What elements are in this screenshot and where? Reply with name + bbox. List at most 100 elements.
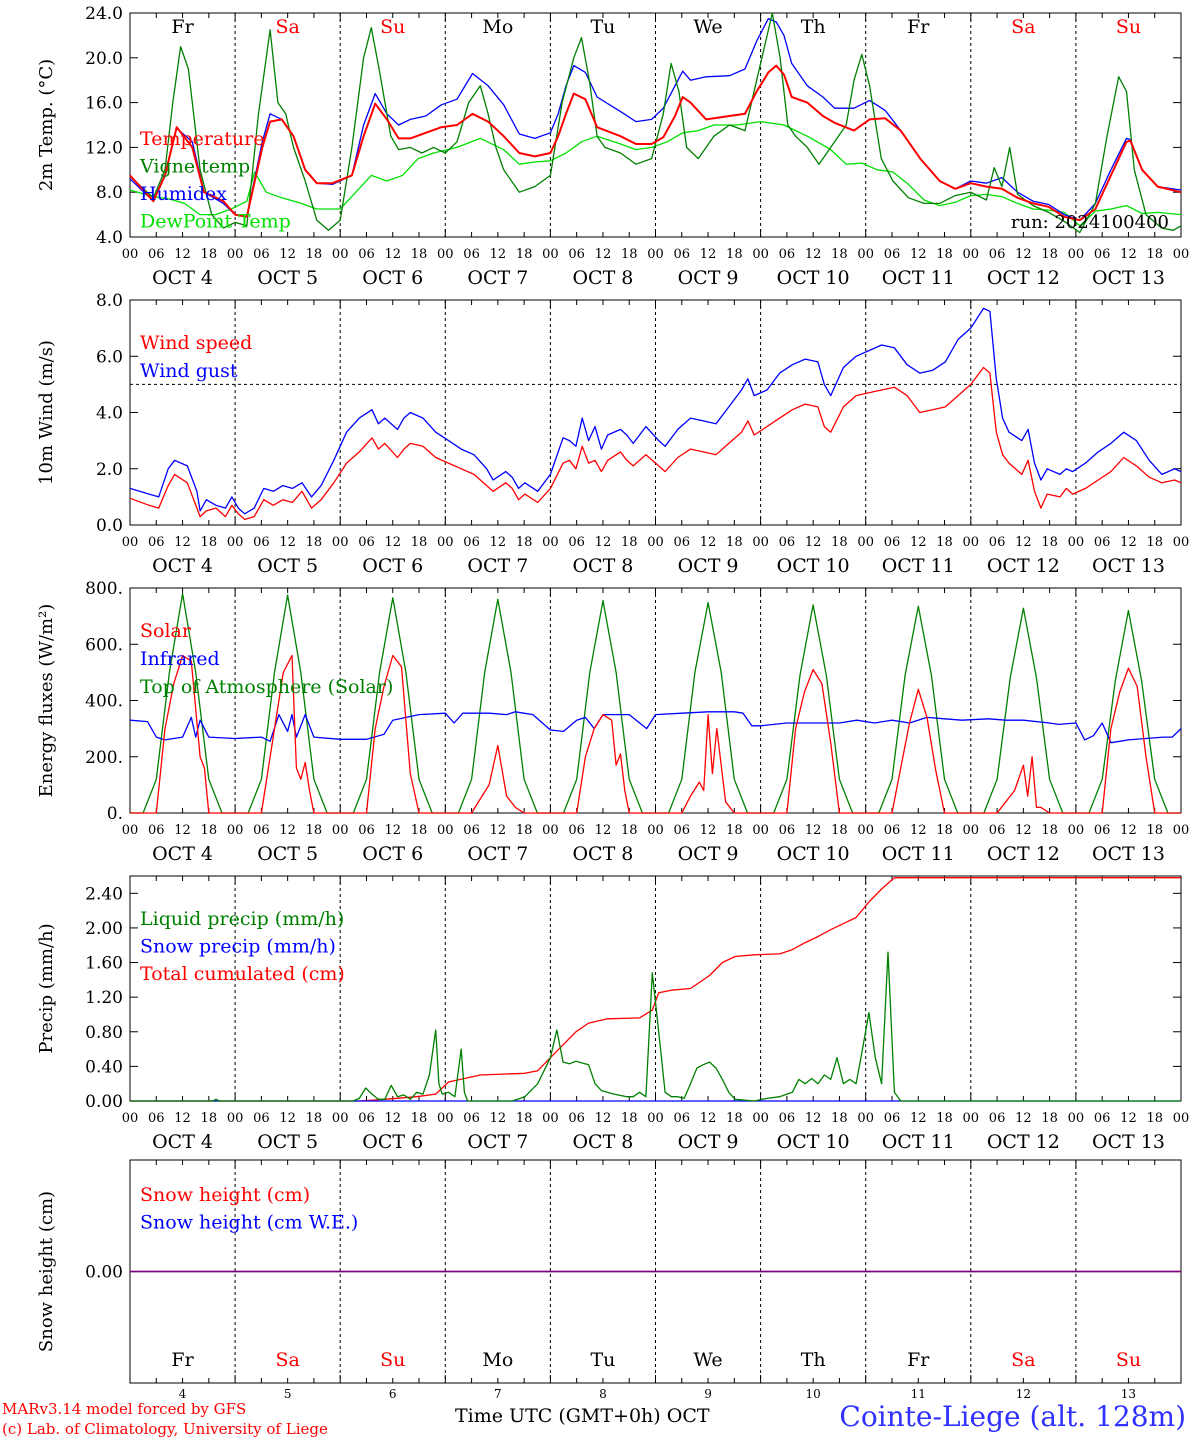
hour-tick-label: 06 <box>358 1111 375 1126</box>
hour-tick-label: 12 <box>805 247 822 262</box>
legend-entry: Wind gust <box>140 360 238 382</box>
hour-tick-label: 00 <box>542 247 559 262</box>
hour-tick-label: 00 <box>1173 1111 1190 1126</box>
hour-tick-label: 06 <box>884 823 901 838</box>
hour-tick-label: 12 <box>1015 247 1032 262</box>
hour-tick-label: 00 <box>963 823 980 838</box>
hour-tick-label: 06 <box>358 535 375 550</box>
hour-tick-label: 12 <box>700 1111 717 1126</box>
hour-tick-label: 12 <box>1120 247 1137 262</box>
legend-entry: Vigne temp <box>139 156 250 178</box>
hour-tick-label: 00 <box>437 1111 454 1126</box>
y-tick-label: 1.60 <box>85 954 123 974</box>
y-tick-label: 4.0 <box>96 228 123 248</box>
hour-tick-label: 12 <box>910 1111 927 1126</box>
hour-tick-label: 06 <box>358 247 375 262</box>
panel-snow: 0.00 Snow height (cm) Snow height (cm) Snow… <box>36 1159 1182 1401</box>
legend-entry: Snow precip (mm/h) <box>140 936 336 958</box>
hour-tick-label: 12 <box>595 535 612 550</box>
date-label: OCT 4 <box>152 267 213 289</box>
hour-tick-label: 06 <box>568 823 585 838</box>
hour-tick-label: 18 <box>516 247 533 262</box>
hour-tick-label: 00 <box>542 535 559 550</box>
legend-entry: DewPoint Temp <box>140 211 291 233</box>
hour-tick-label: 12 <box>1015 535 1032 550</box>
date-label: OCT 5 <box>257 555 318 577</box>
series-liquid-precip-mm-h <box>130 951 1181 1102</box>
date-label: OCT 11 <box>882 1131 955 1153</box>
y-tick-label: 600. <box>85 635 123 655</box>
date-label: OCT 11 <box>882 555 955 577</box>
hour-tick-label: 18 <box>831 535 848 550</box>
hour-tick-label: 18 <box>1041 247 1058 262</box>
hour-tick-label: 00 <box>857 535 874 550</box>
legend-entry: Infrared <box>140 648 220 670</box>
weekday-label: Su <box>1116 16 1141 38</box>
hour-tick-label: 12 <box>595 1111 612 1126</box>
weekday-label: Sa <box>275 16 299 38</box>
date-label: OCT 10 <box>777 267 850 289</box>
hour-tick-label: 12 <box>490 535 507 550</box>
hour-tick-label: 12 <box>910 823 927 838</box>
hour-tick-label: 18 <box>1146 823 1163 838</box>
hour-tick-label: 00 <box>857 823 874 838</box>
hour-tick-label: 18 <box>831 823 848 838</box>
y-tick-label: 16.0 <box>85 94 123 114</box>
hour-tick-label: 00 <box>332 535 349 550</box>
date-label: OCT 11 <box>882 267 955 289</box>
hour-tick-label: 00 <box>227 1111 244 1126</box>
hour-tick-label: 06 <box>148 823 165 838</box>
hour-tick-label: 18 <box>306 247 323 262</box>
weekday-label: Tu <box>590 1349 615 1371</box>
hour-tick-label: 00 <box>122 535 139 550</box>
y-axis-title: Snow height (cm) <box>36 1191 57 1352</box>
hour-tick-label: 00 <box>542 823 559 838</box>
y-tick-label: 24.0 <box>85 4 123 24</box>
hour-tick-label: 12 <box>1120 1111 1137 1126</box>
date-label: OCT 6 <box>362 267 423 289</box>
panel-energy: 0. 200. 400. 600. 800. Energy fluxes (W/m²) So… <box>36 579 1189 865</box>
hour-tick-label: 12 <box>700 823 717 838</box>
panel-temp: 4.0 8.0 12.0 16.0 20.0 24.0 2m Temp. (°C) Tempe… <box>36 4 1189 289</box>
hour-tick-label: 06 <box>989 247 1006 262</box>
series-vigne-temp <box>129 12 1182 234</box>
hour-tick-label: 18 <box>936 535 953 550</box>
hour-tick-label: 18 <box>726 1111 743 1126</box>
date-label: OCT 5 <box>257 267 318 289</box>
y-tick-label: 8.0 <box>96 291 123 311</box>
series-solar <box>130 654 1181 814</box>
hour-tick-label: 00 <box>1068 247 1085 262</box>
date-label: OCT 8 <box>572 267 633 289</box>
series-temperature <box>129 64 1182 222</box>
hour-tick-label: 12 <box>910 247 927 262</box>
date-label: OCT 12 <box>987 555 1060 577</box>
hour-tick-label: 00 <box>122 823 139 838</box>
date-label: OCT 6 <box>362 843 423 865</box>
hour-tick-label: 06 <box>884 1111 901 1126</box>
hour-tick-label: 18 <box>1041 1111 1058 1126</box>
legend-entry: Snow height (cm) <box>140 1184 310 1206</box>
plot-frame <box>129 587 1182 814</box>
y-tick-label: 0. <box>107 804 123 824</box>
hour-tick-label: 06 <box>779 535 796 550</box>
hour-tick-label: 06 <box>568 1111 585 1126</box>
date-label: OCT 8 <box>572 843 633 865</box>
hour-tick-label: 00 <box>332 823 349 838</box>
hour-tick-label: 00 <box>752 535 769 550</box>
hour-tick-label: 18 <box>306 1111 323 1126</box>
legend-entry: Total cumulated (cm) <box>140 963 345 985</box>
hour-tick-label: 00 <box>647 823 664 838</box>
hour-tick-label: 12 <box>910 535 927 550</box>
model-credit: MARv3.14 model forced by GFS <box>2 1400 247 1418</box>
hour-tick-label: 12 <box>384 535 401 550</box>
hour-tick-label: 00 <box>227 823 244 838</box>
hour-tick-label: 06 <box>253 823 270 838</box>
day-number-label: 6 <box>389 1387 397 1401</box>
hour-tick-label: 00 <box>963 1111 980 1126</box>
hour-tick-label: 18 <box>411 823 428 838</box>
y-tick-label: 2.00 <box>85 919 123 939</box>
hour-tick-label: 12 <box>279 247 296 262</box>
hour-tick-label: 12 <box>384 823 401 838</box>
date-label: OCT 8 <box>572 1131 633 1153</box>
